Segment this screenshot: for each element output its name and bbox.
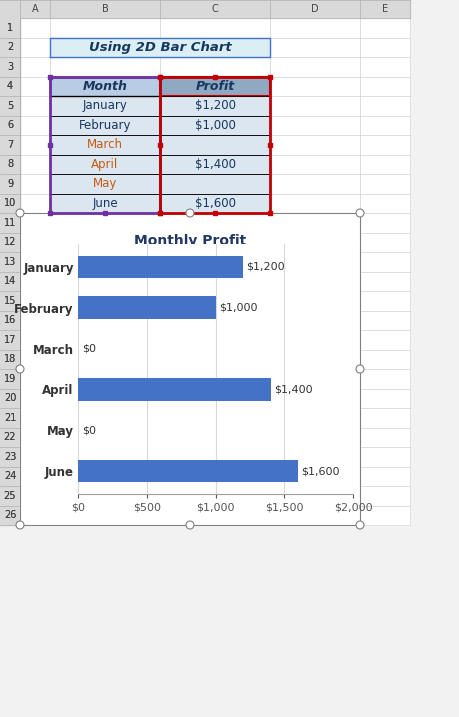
- Text: 23: 23: [4, 452, 16, 462]
- Text: January: January: [83, 99, 128, 113]
- Text: 5: 5: [7, 101, 13, 110]
- Text: 20: 20: [4, 393, 16, 403]
- Circle shape: [356, 209, 364, 217]
- Circle shape: [186, 521, 194, 529]
- Text: 20: 20: [4, 393, 16, 403]
- Text: $1,000: $1,000: [195, 119, 235, 132]
- Text: 14: 14: [4, 276, 16, 286]
- Text: 14: 14: [4, 276, 16, 286]
- Text: 3: 3: [7, 62, 13, 72]
- Text: 25: 25: [4, 490, 16, 500]
- Text: 18: 18: [4, 354, 16, 364]
- Circle shape: [16, 365, 24, 373]
- Text: 2: 2: [7, 42, 13, 52]
- Text: Profit: Profit: [196, 80, 235, 92]
- Text: $1,400: $1,400: [195, 158, 235, 171]
- Text: 2: 2: [7, 42, 13, 52]
- Text: 6: 6: [7, 120, 13, 130]
- Text: 21: 21: [4, 413, 16, 423]
- Text: 7: 7: [7, 140, 13, 150]
- Text: 13: 13: [4, 257, 16, 267]
- Text: 13: 13: [4, 257, 16, 267]
- Text: 26: 26: [4, 511, 16, 521]
- Text: Using 2D Bar Chart: Using 2D Bar Chart: [89, 41, 231, 54]
- Text: 15: 15: [4, 295, 16, 305]
- Text: 19: 19: [4, 374, 16, 384]
- Text: 11: 11: [4, 218, 16, 228]
- Circle shape: [356, 365, 364, 373]
- Text: 17: 17: [4, 335, 16, 345]
- Circle shape: [16, 521, 24, 529]
- Text: Month: Month: [83, 80, 128, 92]
- Text: 6: 6: [7, 120, 13, 130]
- Text: $1,200: $1,200: [195, 99, 235, 113]
- Circle shape: [16, 209, 24, 217]
- Text: 10: 10: [4, 198, 16, 208]
- Text: 10: 10: [4, 198, 16, 208]
- Text: $0: $0: [83, 425, 97, 435]
- Text: 24: 24: [4, 471, 16, 481]
- Text: 15: 15: [4, 295, 16, 305]
- Text: $1,000: $1,000: [219, 303, 257, 313]
- Bar: [78, 460, 298, 483]
- Text: $0: $0: [83, 343, 97, 353]
- Text: Monthly Profit: Monthly Profit: [134, 234, 246, 248]
- Text: $1,600: $1,600: [302, 466, 340, 476]
- Text: March: March: [87, 138, 123, 151]
- Text: April: April: [91, 158, 118, 171]
- Text: 12: 12: [4, 237, 16, 247]
- Text: C: C: [212, 4, 218, 14]
- Text: 16: 16: [4, 315, 16, 326]
- Text: 3: 3: [7, 62, 13, 72]
- Circle shape: [356, 521, 364, 529]
- Text: 22: 22: [4, 432, 16, 442]
- Text: 26: 26: [4, 511, 16, 521]
- Text: 22: 22: [4, 432, 16, 442]
- Text: 19: 19: [4, 374, 16, 384]
- Text: 4: 4: [7, 81, 13, 91]
- Text: 9: 9: [7, 179, 13, 189]
- Text: E: E: [382, 4, 388, 14]
- Text: 1: 1: [7, 23, 13, 33]
- Circle shape: [186, 209, 194, 217]
- Bar: [78, 296, 215, 319]
- Text: 4: 4: [7, 81, 13, 91]
- Bar: [78, 255, 243, 278]
- Text: 11: 11: [4, 218, 16, 228]
- Text: May: May: [93, 177, 117, 190]
- Text: $1,600: $1,600: [195, 196, 235, 210]
- Text: 9: 9: [7, 179, 13, 189]
- Text: June: June: [92, 196, 118, 210]
- Text: A: A: [32, 4, 38, 14]
- Text: 1: 1: [7, 23, 13, 33]
- Text: $1,400: $1,400: [274, 384, 313, 394]
- Text: 21: 21: [4, 413, 16, 423]
- Text: 16: 16: [4, 315, 16, 326]
- Text: 18: 18: [4, 354, 16, 364]
- Text: 5: 5: [7, 101, 13, 110]
- Text: D: D: [311, 4, 319, 14]
- Text: 25: 25: [4, 490, 16, 500]
- Text: February: February: [79, 119, 131, 132]
- Bar: [78, 378, 270, 401]
- Text: $1,200: $1,200: [246, 262, 285, 272]
- Text: 8: 8: [7, 159, 13, 169]
- Text: B: B: [101, 4, 108, 14]
- Text: 12: 12: [4, 237, 16, 247]
- Text: 24: 24: [4, 471, 16, 481]
- Text: 23: 23: [4, 452, 16, 462]
- Text: 7: 7: [7, 140, 13, 150]
- Text: 8: 8: [7, 159, 13, 169]
- Text: 17: 17: [4, 335, 16, 345]
